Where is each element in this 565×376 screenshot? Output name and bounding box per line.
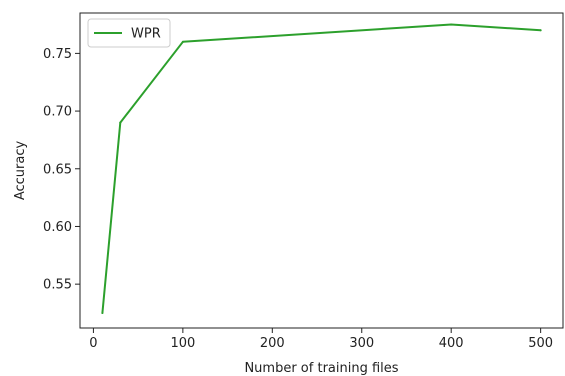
y-axis-label: Accuracy	[13, 141, 28, 201]
legend-box	[87, 18, 171, 48]
y-tick-label: 0.75	[43, 47, 72, 62]
data-point	[539, 29, 542, 32]
y-tick-label: 0.60	[43, 220, 72, 235]
legend: WPR	[87, 18, 171, 48]
x-axis-label: Number of training files	[244, 361, 398, 376]
data-point	[101, 312, 104, 314]
y-tick-label: 0.70	[43, 105, 72, 120]
data-point	[181, 40, 184, 43]
x-tick-label: 400	[439, 336, 464, 351]
y-tick-label: 0.55	[43, 278, 72, 293]
plot-area: 0 100 200 300 400 500 0.55 0.60 0.65 0.70 0.75 WPR	[43, 12, 564, 351]
x-tick-label: 0	[89, 336, 97, 351]
plot-frame	[79, 12, 564, 329]
legend-label: WPR	[131, 27, 161, 42]
x-tick-label: 300	[349, 336, 374, 351]
x-tick-label: 100	[170, 336, 195, 351]
y-tick-label: 0.65	[43, 162, 72, 177]
x-tick-label: 500	[528, 336, 553, 351]
x-tick-label: 200	[260, 336, 285, 351]
data-point	[119, 121, 122, 124]
data-point	[450, 23, 453, 26]
